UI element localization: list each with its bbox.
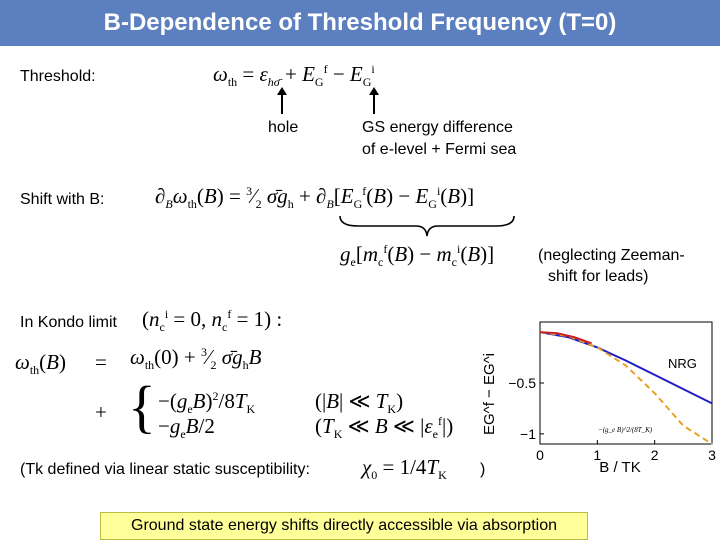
title-bar: B-Dependence of Threshold Frequency (T=0… (0, 0, 720, 46)
tk-defined-label: (Tk defined via linear static susceptibi… (20, 461, 310, 478)
kondo-limit-label: In Kondo limit (20, 314, 117, 331)
conclusion-box: Ground state energy shifts directly acce… (100, 512, 588, 540)
threshold-equation: ωth = εhσ̄ + EGf − EGi (213, 62, 375, 90)
nrg-plot: EG^f − EG^i B / TK 0 1 2 3 −0.5 −1 NRG −(g_e … (480, 312, 720, 484)
y-tick-label: −0.5 (508, 375, 536, 391)
y-tick-label: −1 (520, 426, 536, 442)
equals-sign: = (95, 350, 107, 374)
series-line-2 (539, 331, 592, 345)
shift-equation: ∂Bωth(B) = 3⁄2 σ̄gh + ∂B[EGf(B) − EGi(B)… (155, 184, 475, 212)
close-paren: ) (480, 461, 486, 478)
case-1-expression: −(geB)2/8TK (158, 389, 256, 417)
x-axis-label: B / TK (599, 459, 640, 476)
case-1-condition: (|B| ≪ TK) (315, 389, 404, 417)
slide-title: B-Dependence of Threshold Frequency (T=0… (103, 9, 617, 36)
y-axis-label: EG^f − EG^i (481, 353, 498, 435)
shift-with-b-label: Shift with B: (20, 191, 105, 208)
case-2-expression: −geB/2 (158, 414, 215, 442)
x-tick-label: 3 (708, 447, 716, 463)
neglect-line1: (neglecting Zeeman- (538, 247, 685, 264)
gs-diff-line2: of e-level + Fermi sea (362, 141, 517, 158)
hole-arrow (277, 87, 287, 114)
plus-sign: + (95, 400, 107, 424)
underbrace (339, 215, 515, 237)
case-2-condition: (TK ≪ B ≪ |εef|) (315, 414, 454, 442)
x-tick-label: 1 (593, 447, 601, 463)
threshold-label: Threshold: (20, 68, 96, 85)
x-tick-label: 2 (651, 447, 659, 463)
omega-b-rhs: ωth(0) + 3⁄2 σ̄ghB (130, 345, 262, 373)
nrg-annotation: NRG (668, 356, 697, 371)
magnetization-equation: ge[mcf(B) − mci(B)] (340, 242, 495, 270)
series-line-1 (539, 331, 713, 445)
gs-diff-line1: GS energy difference (362, 119, 513, 136)
fit-annotation: −(g_e B)^2/(8T_K) (598, 426, 653, 434)
omega-b-lhs: ωth(B) (15, 350, 66, 378)
left-brace: { (128, 374, 156, 439)
chart-svg: EG^f − EG^i B / TK 0 1 2 3 −0.5 −1 NRG −(g_e … (481, 321, 716, 476)
hole-label: hole (268, 119, 299, 136)
kondo-condition: (nci = 0, ncf = 1) : (142, 307, 283, 335)
neglect-line2: shift for leads) (548, 268, 649, 285)
series-line-0 (539, 331, 713, 405)
conclusion-text: Ground state energy shifts directly acce… (131, 517, 557, 534)
gs-diff-arrow (369, 87, 379, 114)
x-tick-label: 0 (536, 447, 544, 463)
chi-equation: χ0 = 1/4TK (362, 455, 447, 483)
